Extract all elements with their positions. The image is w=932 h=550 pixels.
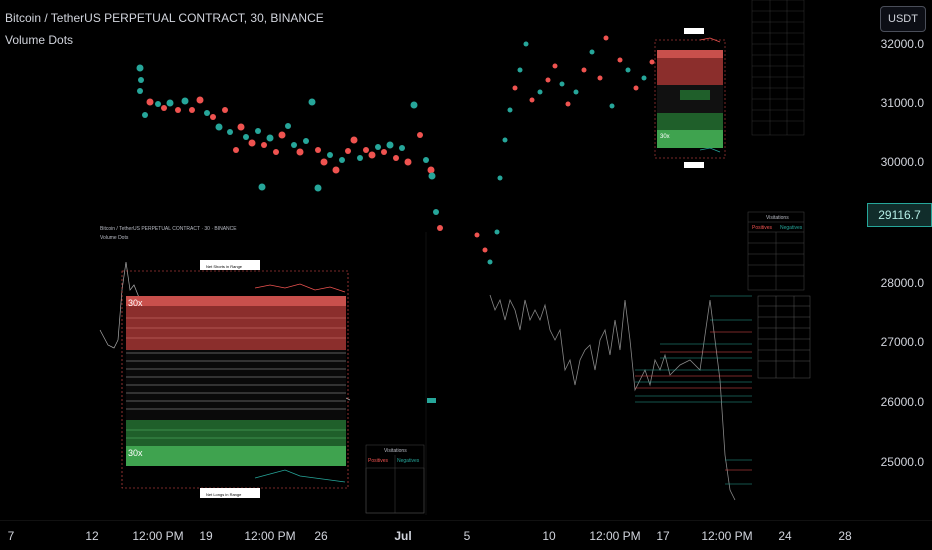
time-label: Jul: [394, 529, 412, 543]
price-label: 26000.0: [880, 395, 924, 409]
time-label: 12:00 PM: [132, 529, 184, 543]
time-label: 5: [463, 529, 471, 543]
time-label: 24: [778, 529, 792, 543]
price-axis[interactable]: USDT 32000.0 31000.0 30000.0 28000.0 270…: [867, 0, 932, 520]
embedded-left-chart: [96, 222, 436, 520]
price-label: 30000.0: [880, 155, 924, 169]
embedded-table-header-neg: Negatives: [397, 458, 420, 464]
volume-dots-upper-left: [136, 64, 436, 192]
time-label: 26: [314, 529, 328, 543]
embedded-right-chart: [654, 0, 811, 379]
time-axis[interactable]: [0, 520, 932, 521]
price-label: 25000.0: [880, 455, 924, 469]
time-label: 12: [85, 529, 99, 543]
right-table-title: Visitations: [766, 215, 789, 221]
embedded-table-title: Visitations: [384, 448, 407, 454]
right-table-header-neg: Negatives: [780, 225, 803, 231]
embedded-chart-title: Bitcoin / TetherUS PERPETUAL CONTRACT · …: [100, 226, 237, 232]
embedded-band-label-bottom: 30x: [128, 448, 143, 458]
price-label: 31000.0: [880, 96, 924, 110]
time-label: 28: [838, 529, 852, 543]
time-label: 12:00 PM: [701, 529, 753, 543]
embedded-table-header-pos: Positives: [368, 458, 389, 464]
embedded-lower-box-text: Net Longs in Range: [206, 492, 242, 497]
embedded-indicator-label: Volume Dots: [100, 235, 129, 241]
candles-lower-right: [489, 294, 752, 501]
time-label: 12:00 PM: [244, 529, 296, 543]
current-price-badge: 29116.7: [867, 203, 932, 227]
time-label: 19: [199, 529, 213, 543]
right-band-label: 30x: [660, 134, 670, 140]
time-label: 12:00 PM: [589, 529, 641, 543]
embedded-upper-box-text: Net Shorts in Range: [206, 264, 243, 269]
embedded-band-label-top: 30x: [128, 298, 143, 308]
currency-button[interactable]: USDT: [880, 6, 926, 32]
volume-dots-upper-right: [433, 35, 655, 265]
right-table-header-pos: Positives: [752, 225, 773, 231]
time-label: 10: [542, 529, 556, 543]
price-label: 28000.0: [880, 276, 924, 290]
time-label: 7: [7, 529, 15, 543]
price-label: 27000.0: [880, 335, 924, 349]
price-label: 32000.0: [880, 37, 924, 51]
main-chart-canvas[interactable]: [0, 0, 867, 520]
chart-title: Bitcoin / TetherUS PERPETUAL CONTRACT, 3…: [5, 11, 324, 25]
indicator-label[interactable]: Volume Dots: [5, 33, 74, 47]
time-label: 17: [656, 529, 670, 543]
